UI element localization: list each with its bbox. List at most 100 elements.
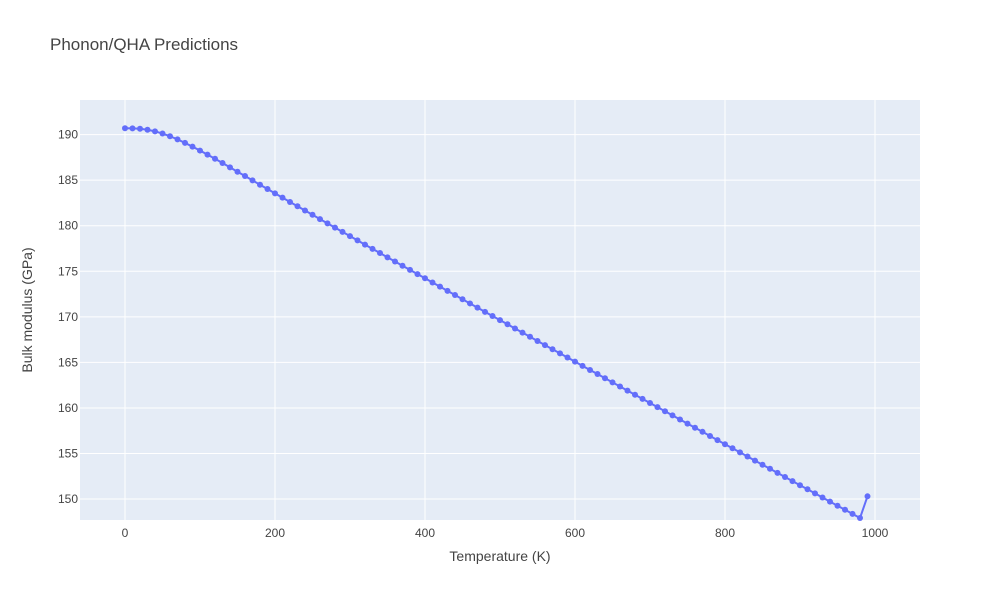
x-tick-label: 0	[122, 526, 129, 540]
data-point	[662, 408, 668, 415]
y-tick-label: 170	[58, 310, 78, 324]
plot-area	[80, 100, 920, 520]
data-point	[624, 387, 631, 394]
data-point	[782, 473, 788, 480]
data-point	[722, 441, 728, 448]
y-tick-label: 190	[58, 128, 78, 142]
data-point	[714, 437, 721, 444]
data-point	[489, 313, 496, 320]
data-point	[159, 130, 166, 137]
y-tick-label: 155	[58, 446, 78, 460]
data-point	[129, 125, 136, 132]
data-point	[767, 465, 773, 472]
data-point	[617, 383, 623, 390]
y-tick-label: 150	[58, 492, 78, 506]
data-point	[369, 245, 376, 252]
data-point	[804, 486, 811, 493]
data-point	[669, 412, 676, 419]
data-point	[707, 433, 713, 439]
data-point	[587, 366, 593, 373]
data-point	[204, 151, 211, 158]
data-point	[497, 317, 503, 324]
data-point	[234, 168, 241, 175]
data-point	[834, 502, 841, 509]
data-point	[857, 514, 863, 521]
data-point	[534, 337, 541, 344]
data-point	[347, 233, 353, 240]
data-point	[572, 358, 578, 365]
data-point	[654, 404, 661, 411]
data-point	[317, 216, 323, 223]
data-point	[279, 194, 286, 201]
data-point	[759, 461, 766, 468]
data-point	[197, 147, 203, 154]
x-tick-label: 200	[265, 526, 285, 540]
data-point	[774, 469, 781, 476]
data-point	[122, 125, 128, 132]
data-point	[609, 379, 616, 386]
data-point	[564, 354, 571, 361]
y-tick-label: 165	[58, 355, 78, 369]
x-axis-title: Temperature (K)	[449, 548, 550, 564]
data-point	[182, 139, 188, 146]
data-point	[339, 228, 346, 235]
data-point	[467, 300, 473, 307]
data-point	[744, 453, 751, 460]
data-point	[332, 224, 338, 231]
data-point	[242, 172, 248, 179]
data-point	[399, 262, 406, 269]
data-point	[797, 482, 803, 489]
data-point	[752, 457, 758, 464]
data-point	[527, 333, 533, 340]
data-point	[692, 424, 698, 431]
data-point	[422, 275, 428, 282]
data-point	[594, 371, 601, 378]
data-point	[632, 391, 638, 398]
data-point	[354, 237, 361, 244]
data-point	[407, 266, 413, 273]
chart-title: Phonon/QHA Predictions	[50, 35, 238, 54]
data-point	[167, 133, 173, 140]
data-point	[257, 181, 263, 188]
data-point	[842, 506, 848, 513]
data-series	[122, 125, 871, 521]
data-point	[519, 329, 526, 336]
y-tick-label: 175	[58, 264, 78, 278]
grid	[80, 100, 920, 520]
data-point	[287, 198, 293, 205]
y-tick-label: 180	[58, 219, 78, 233]
data-point	[849, 510, 856, 517]
data-point	[549, 346, 556, 353]
data-point	[324, 220, 331, 227]
data-point	[309, 211, 316, 218]
data-point	[557, 350, 563, 357]
data-point	[677, 416, 683, 423]
data-point	[444, 287, 451, 294]
x-tick-label: 800	[715, 526, 735, 540]
data-point	[504, 321, 511, 328]
data-point	[227, 164, 233, 171]
data-point	[429, 279, 436, 286]
data-point	[819, 494, 826, 501]
data-point	[512, 325, 518, 332]
x-tick-label: 1000	[862, 526, 889, 540]
data-point	[827, 498, 833, 505]
data-point	[452, 292, 458, 299]
data-point	[377, 250, 383, 257]
data-point	[699, 428, 706, 435]
data-point	[384, 254, 391, 261]
data-point	[864, 493, 871, 500]
data-point	[602, 375, 608, 382]
data-point	[647, 400, 653, 407]
series-line	[124, 127, 869, 520]
data-point	[414, 271, 421, 278]
y-tick-label: 185	[58, 173, 78, 187]
data-point	[144, 126, 151, 133]
data-point	[189, 143, 196, 150]
data-point	[737, 449, 743, 456]
data-point	[264, 186, 271, 193]
data-point	[729, 445, 736, 452]
data-point	[474, 304, 481, 311]
data-point	[684, 420, 691, 427]
data-point	[392, 258, 398, 265]
